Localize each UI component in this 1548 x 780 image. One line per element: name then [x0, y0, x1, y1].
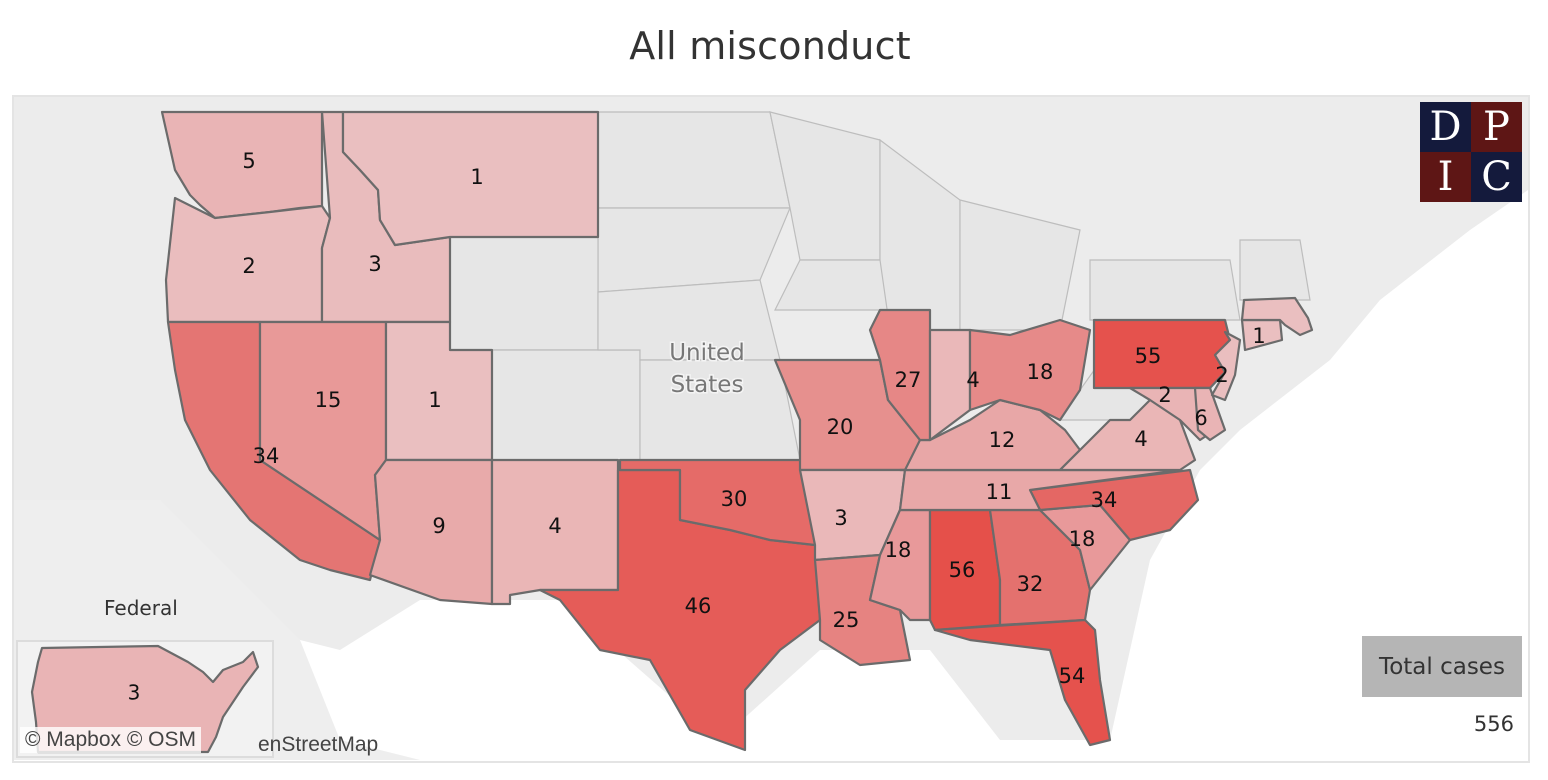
- svg-text:2: 2: [242, 254, 255, 278]
- svg-text:27: 27: [895, 368, 922, 392]
- svg-text:55: 55: [1135, 344, 1162, 368]
- state-az: [368, 458, 494, 606]
- svg-text:34: 34: [1091, 488, 1118, 512]
- state-oh: [968, 318, 1092, 422]
- svg-text:18: 18: [1027, 360, 1054, 384]
- logo-letter: I: [1420, 152, 1471, 202]
- svg-text:3: 3: [128, 681, 141, 705]
- svg-text:4: 4: [966, 368, 979, 392]
- state-fl: [933, 618, 1112, 747]
- svg-text:2: 2: [1215, 363, 1228, 387]
- svg-text:32: 32: [1017, 572, 1044, 596]
- state-ma: [1240, 296, 1314, 337]
- page-title: All misconduct: [629, 24, 911, 68]
- svg-text:18: 18: [885, 538, 912, 562]
- federal-us-shape: 3: [30, 644, 260, 754]
- state-ky: [903, 398, 1082, 472]
- svg-text:1: 1: [470, 165, 483, 189]
- svg-text:20: 20: [827, 415, 854, 439]
- svg-text:1: 1: [428, 388, 441, 412]
- svg-text:34: 34: [253, 444, 280, 468]
- svg-text:11: 11: [986, 480, 1013, 504]
- svg-text:30: 30: [721, 487, 748, 511]
- logo-letter: P: [1471, 102, 1522, 152]
- svg-text:56: 56: [949, 558, 976, 582]
- osm-attribution-trailing: enStreetMap: [258, 733, 379, 756]
- svg-text:25: 25: [833, 608, 860, 632]
- svg-text:6: 6: [1194, 406, 1207, 430]
- state-nc: [1028, 468, 1200, 542]
- states: [160, 110, 1314, 752]
- svg-text:2: 2: [1158, 383, 1171, 407]
- svg-text:3: 3: [368, 252, 381, 276]
- svg-text:5: 5: [242, 149, 255, 173]
- svg-text:9: 9: [432, 514, 445, 538]
- state-de: [1193, 386, 1227, 442]
- legend-total: 556: [1473, 712, 1514, 736]
- svg-text:4: 4: [548, 514, 561, 538]
- svg-text:4: 4: [1134, 427, 1147, 451]
- map-attribution[interactable]: © Mapbox © OSM: [20, 727, 201, 753]
- state-pa: [1092, 318, 1232, 390]
- logo-letter: D: [1420, 102, 1471, 152]
- svg-text:3: 3: [834, 506, 847, 530]
- dpic-logo: D P I C: [1420, 102, 1522, 202]
- svg-text:15: 15: [315, 388, 342, 412]
- state-labels: 5 2 3 1 34 15 1 9 4 46 30 20 3 25 18 56 …: [242, 149, 1265, 688]
- legend-header: Total cases: [1362, 636, 1522, 697]
- svg-text:1: 1: [1252, 324, 1265, 348]
- country-label: States: [671, 372, 744, 398]
- state-nj: [1210, 330, 1242, 402]
- country-label: United: [669, 340, 745, 366]
- svg-text:12: 12: [989, 428, 1016, 452]
- svg-text:54: 54: [1059, 664, 1086, 688]
- logo-letter: C: [1471, 152, 1522, 202]
- svg-text:46: 46: [685, 594, 712, 618]
- svg-text:18: 18: [1069, 527, 1096, 551]
- state-mt: [341, 110, 600, 247]
- federal-title: Federal: [104, 596, 178, 620]
